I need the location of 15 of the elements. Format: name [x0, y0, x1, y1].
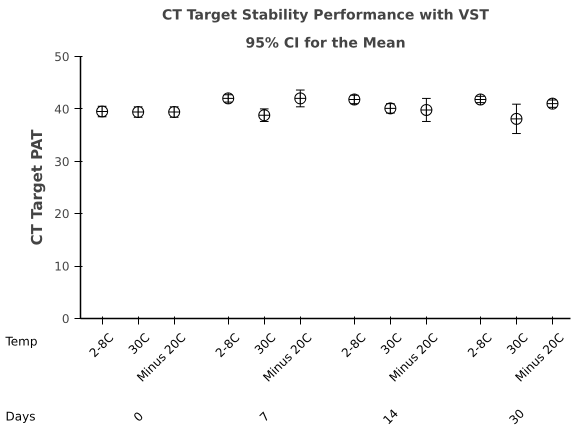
- y-tick-label: 10: [54, 260, 70, 274]
- chart-subtitle: 95% CI for the Mean: [245, 36, 406, 52]
- text: Temp: [4, 334, 38, 348]
- y-tick-label: 0: [62, 312, 70, 326]
- text: 7: [256, 409, 272, 425]
- y-tick-label: 50: [54, 50, 70, 64]
- text: 0: [130, 409, 146, 425]
- text: Days: [6, 410, 36, 424]
- text: 30: [506, 406, 528, 428]
- y-tick-label: 40: [54, 102, 70, 116]
- y-tick-label: 30: [54, 154, 70, 169]
- y-axis-title: CT Target PAT: [28, 128, 46, 246]
- text: 14: [380, 406, 402, 428]
- chart-title: CT Target Stability Performance with VST: [162, 8, 490, 24]
- y-tick-label: 20: [54, 207, 70, 222]
